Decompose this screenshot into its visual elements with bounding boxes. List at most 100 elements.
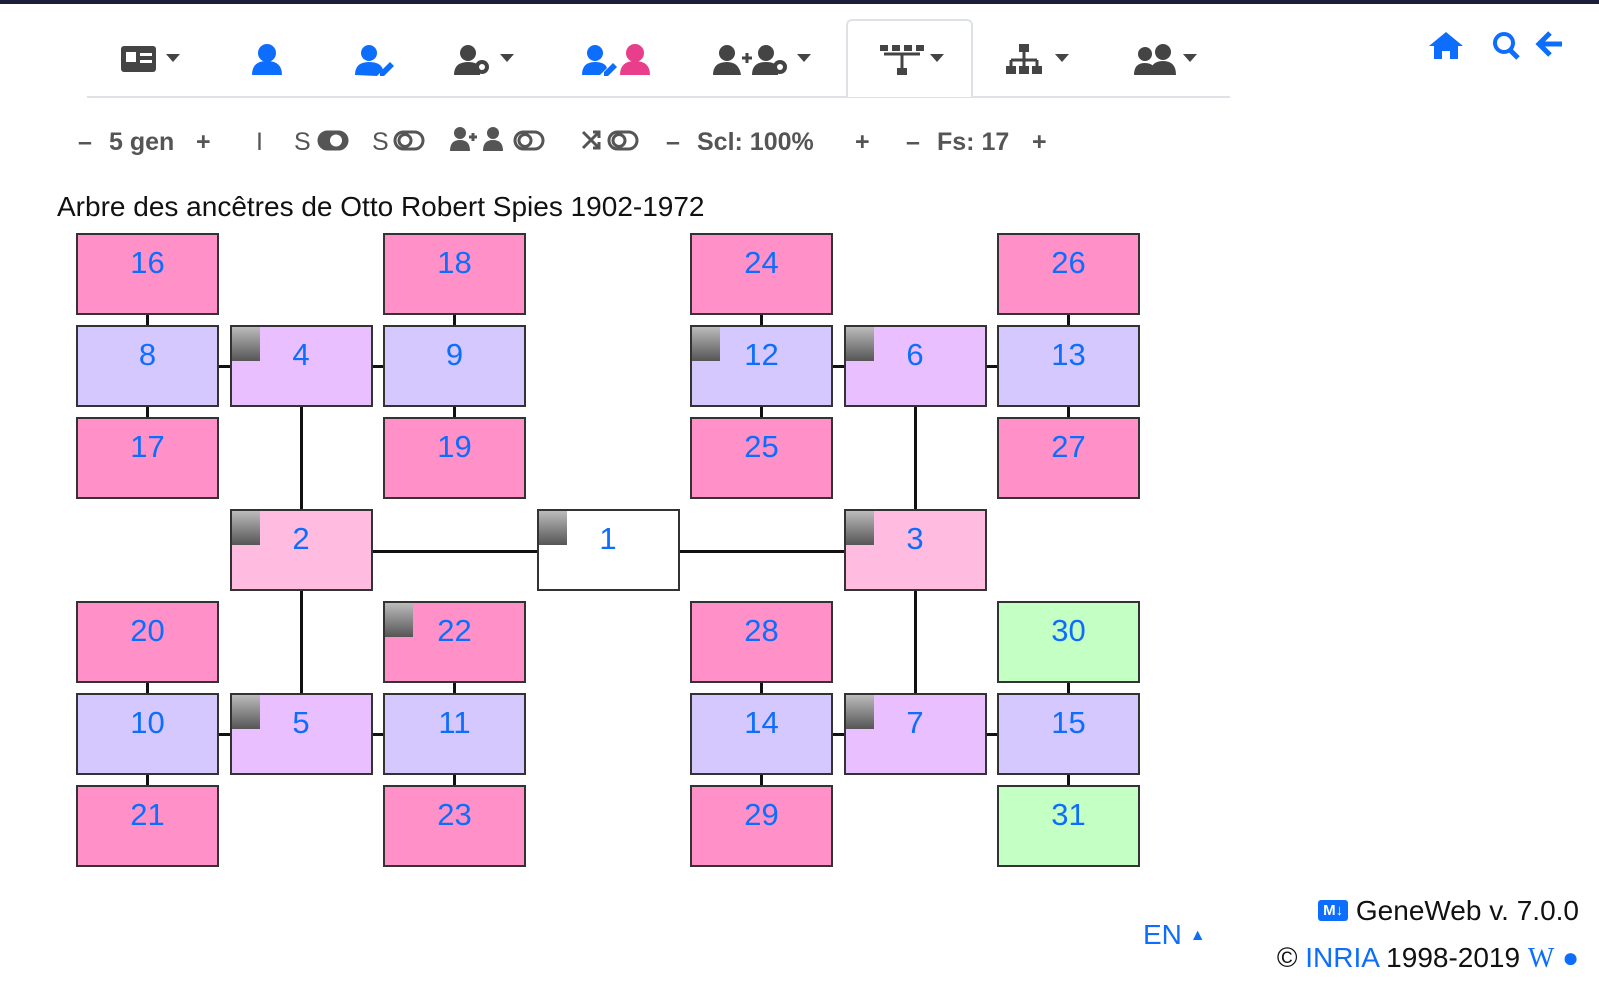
person-box[interactable]: 27 <box>997 417 1140 499</box>
gen-minus[interactable]: – <box>78 128 92 156</box>
portrait <box>231 511 260 545</box>
person-box[interactable]: 14 <box>690 693 833 775</box>
person-box[interactable]: 28 <box>690 601 833 683</box>
person-box[interactable]: 29 <box>690 785 833 867</box>
i-toggle[interactable]: I <box>256 128 263 156</box>
person-box[interactable]: 19 <box>383 417 526 499</box>
person-box[interactable]: 20 <box>76 601 219 683</box>
active-tab[interactable] <box>846 19 973 97</box>
person-box[interactable]: 6 <box>843 325 987 407</box>
tree-link <box>986 733 999 736</box>
person-box[interactable]: 1 <box>536 509 680 591</box>
tree-link <box>760 405 763 419</box>
font-size-plus[interactable]: + <box>1032 128 1047 156</box>
sosa-number[interactable]: 26 <box>1051 245 1086 280</box>
gen-plus[interactable]: + <box>196 128 211 156</box>
sosa-number[interactable]: 4 <box>292 337 310 372</box>
sosa-number[interactable]: 31 <box>1051 797 1086 832</box>
tree-link <box>453 681 456 695</box>
sosa-number[interactable]: 20 <box>130 613 165 648</box>
font-size: Fs: 17 <box>937 128 1010 156</box>
sosa-number[interactable]: 23 <box>437 797 472 832</box>
top-right-links[interactable] <box>1429 31 1562 60</box>
sosa-number[interactable]: 27 <box>1051 429 1086 464</box>
portrait <box>231 327 260 361</box>
person-box[interactable]: 21 <box>76 785 219 867</box>
wiki-link[interactable]: W <box>1527 943 1555 974</box>
sosa-number[interactable]: 21 <box>130 797 165 832</box>
portrait <box>692 327 720 361</box>
sosa-number[interactable]: 24 <box>744 245 779 280</box>
person-box[interactable]: 16 <box>76 233 219 315</box>
person-box[interactable]: 4 <box>229 325 373 407</box>
tree-link <box>217 733 230 736</box>
person-box[interactable]: 31 <box>997 785 1140 867</box>
language[interactable]: EN ▲ <box>1143 919 1206 950</box>
sosa-number[interactable]: 13 <box>1051 337 1086 372</box>
sosa-number[interactable]: 15 <box>1051 705 1086 740</box>
tree-link <box>760 313 763 327</box>
sosa-number[interactable]: 14 <box>744 705 779 740</box>
copyright: © <box>1276 942 1298 973</box>
person-box[interactable]: 23 <box>383 785 526 867</box>
sosa-number[interactable]: 28 <box>744 613 779 648</box>
person-box[interactable]: 8 <box>76 325 219 407</box>
font-size-minus[interactable]: – <box>906 128 920 156</box>
sosa-number[interactable]: 7 <box>906 705 924 740</box>
sosa-number[interactable]: 9 <box>445 337 464 372</box>
sosa-number[interactable]: 5 <box>292 705 310 740</box>
scale: Scl: 100% <box>697 128 814 156</box>
sosa-number[interactable]: 3 <box>906 521 924 556</box>
person-box[interactable]: 12 <box>690 325 833 407</box>
person-box[interactable]: 30 <box>997 601 1140 683</box>
person-box[interactable]: 2 <box>229 509 373 591</box>
sosa-number[interactable]: 12 <box>744 337 779 372</box>
sosa-number[interactable]: 2 <box>292 521 310 556</box>
person-box[interactable]: 22 <box>383 601 526 683</box>
sosa-number[interactable]: 11 <box>438 705 471 740</box>
person-box[interactable]: 9 <box>383 325 526 407</box>
scale-plus[interactable]: + <box>855 128 870 156</box>
sosa-number[interactable]: 6 <box>906 337 924 372</box>
person-box[interactable]: 17 <box>76 417 219 499</box>
inria-link[interactable]: INRIA <box>1305 942 1379 973</box>
sosa-number[interactable]: 10 <box>130 705 165 740</box>
copyright-line: © INRIA 1998-2019 W ● <box>1277 942 1579 975</box>
portrait <box>385 603 413 637</box>
toolbar-icons <box>317 127 639 151</box>
github-link[interactable]: ● <box>1562 942 1579 973</box>
tree-link <box>299 591 303 693</box>
portrait <box>231 695 260 729</box>
person-box[interactable]: 7 <box>843 693 987 775</box>
person-box[interactable]: 15 <box>997 693 1140 775</box>
sosa-number[interactable]: 29 <box>744 797 779 832</box>
sosa-number[interactable]: 1 <box>599 521 617 556</box>
portrait <box>538 511 567 545</box>
tab-icons[interactable] <box>121 44 1197 76</box>
sosa-number[interactable]: 19 <box>437 429 472 464</box>
person-box[interactable]: 18 <box>383 233 526 315</box>
sosa-number[interactable]: 25 <box>744 429 779 464</box>
sosa-number[interactable]: 16 <box>130 245 165 280</box>
scale-minus[interactable]: – <box>666 128 680 156</box>
generations: 5 gen <box>109 128 175 156</box>
person-box[interactable]: 11 <box>383 693 526 775</box>
sosa-number[interactable]: 17 <box>130 429 165 464</box>
sosa-number[interactable]: 8 <box>138 337 157 372</box>
person-box[interactable]: 3 <box>843 509 987 591</box>
person-box[interactable]: 25 <box>690 417 833 499</box>
person-box[interactable]: 5 <box>229 693 373 775</box>
s-toggle[interactable]: S <box>294 128 311 156</box>
sosa-number[interactable]: 22 <box>437 613 472 648</box>
s-toggle-2[interactable]: S <box>372 128 389 156</box>
person-box[interactable]: 26 <box>997 233 1140 315</box>
person-box[interactable]: 13 <box>997 325 1140 407</box>
sosa-number[interactable]: 18 <box>437 245 472 280</box>
person-box[interactable]: 24 <box>690 233 833 315</box>
nav-icons <box>121 31 1562 76</box>
sosa-number[interactable]: 30 <box>1051 613 1086 648</box>
tree-link <box>760 681 763 695</box>
person-box[interactable]: 10 <box>76 693 219 775</box>
language-label[interactable]: EN <box>1143 919 1182 950</box>
